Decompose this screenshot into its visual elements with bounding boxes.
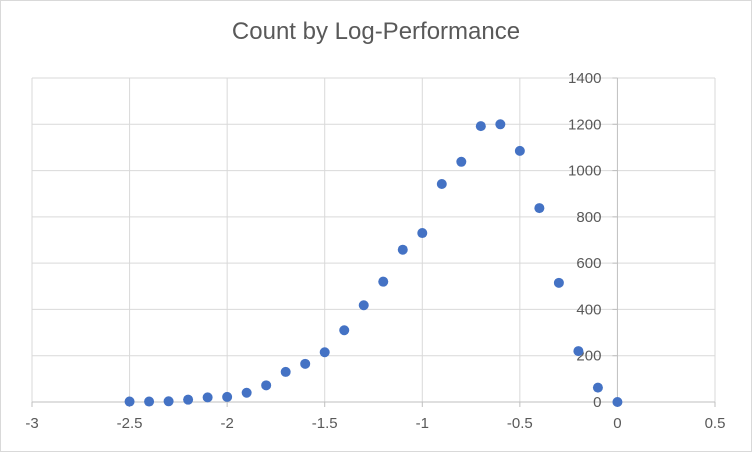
data-point: [358, 300, 369, 311]
y-tick-label: 800: [576, 209, 601, 226]
data-point: [300, 358, 311, 369]
y-tick-label: 1000: [568, 163, 601, 180]
x-tick-label: -1: [416, 415, 429, 432]
data-point: [261, 380, 272, 391]
data-point: [592, 382, 603, 393]
x-tick-label: -2: [220, 415, 233, 432]
y-tick-label: 0: [593, 394, 601, 411]
data-point: [378, 276, 389, 287]
data-point: [339, 325, 350, 336]
x-tick-label: 0.5: [705, 415, 726, 432]
gridlines: [31, 77, 716, 402]
data-point: [183, 394, 194, 405]
data-point: [280, 366, 291, 377]
data-point: [202, 392, 213, 403]
chart-title: Count by Log-Performance: [231, 18, 521, 45]
data-point: [436, 178, 447, 189]
data-point: [144, 396, 155, 407]
data-point: [417, 228, 428, 239]
x-tick-label: -1.5: [312, 415, 338, 432]
data-point: [475, 121, 486, 132]
data-point: [534, 203, 545, 214]
data-point: [612, 397, 623, 407]
x-tick-label: -0.5: [507, 415, 533, 432]
y-tick-label: 1200: [568, 116, 601, 133]
data-point: [456, 156, 467, 167]
axes: [31, 77, 716, 407]
data-point: [573, 346, 584, 357]
data-point: [495, 119, 506, 130]
data-point: [222, 391, 233, 402]
y-tick-label: 400: [576, 301, 601, 318]
x-tick-label: -2.5: [117, 415, 143, 432]
y-tick-label: 1400: [568, 70, 601, 87]
x-tick-label: 0: [613, 415, 621, 432]
data-point: [241, 387, 252, 398]
y-tick-label: 600: [576, 255, 601, 272]
data-point: [397, 244, 408, 255]
x-tick-label: -3: [25, 415, 38, 432]
data-point: [163, 396, 174, 407]
data-point: [319, 347, 330, 358]
data-points: [124, 119, 623, 407]
tick-labels: -3 -2.5 -2 -1.5 -1 -0.5 0 0.5020040060080010001…: [25, 70, 725, 432]
data-point: [553, 277, 564, 288]
data-point: [514, 145, 525, 156]
data-point: [124, 396, 135, 407]
